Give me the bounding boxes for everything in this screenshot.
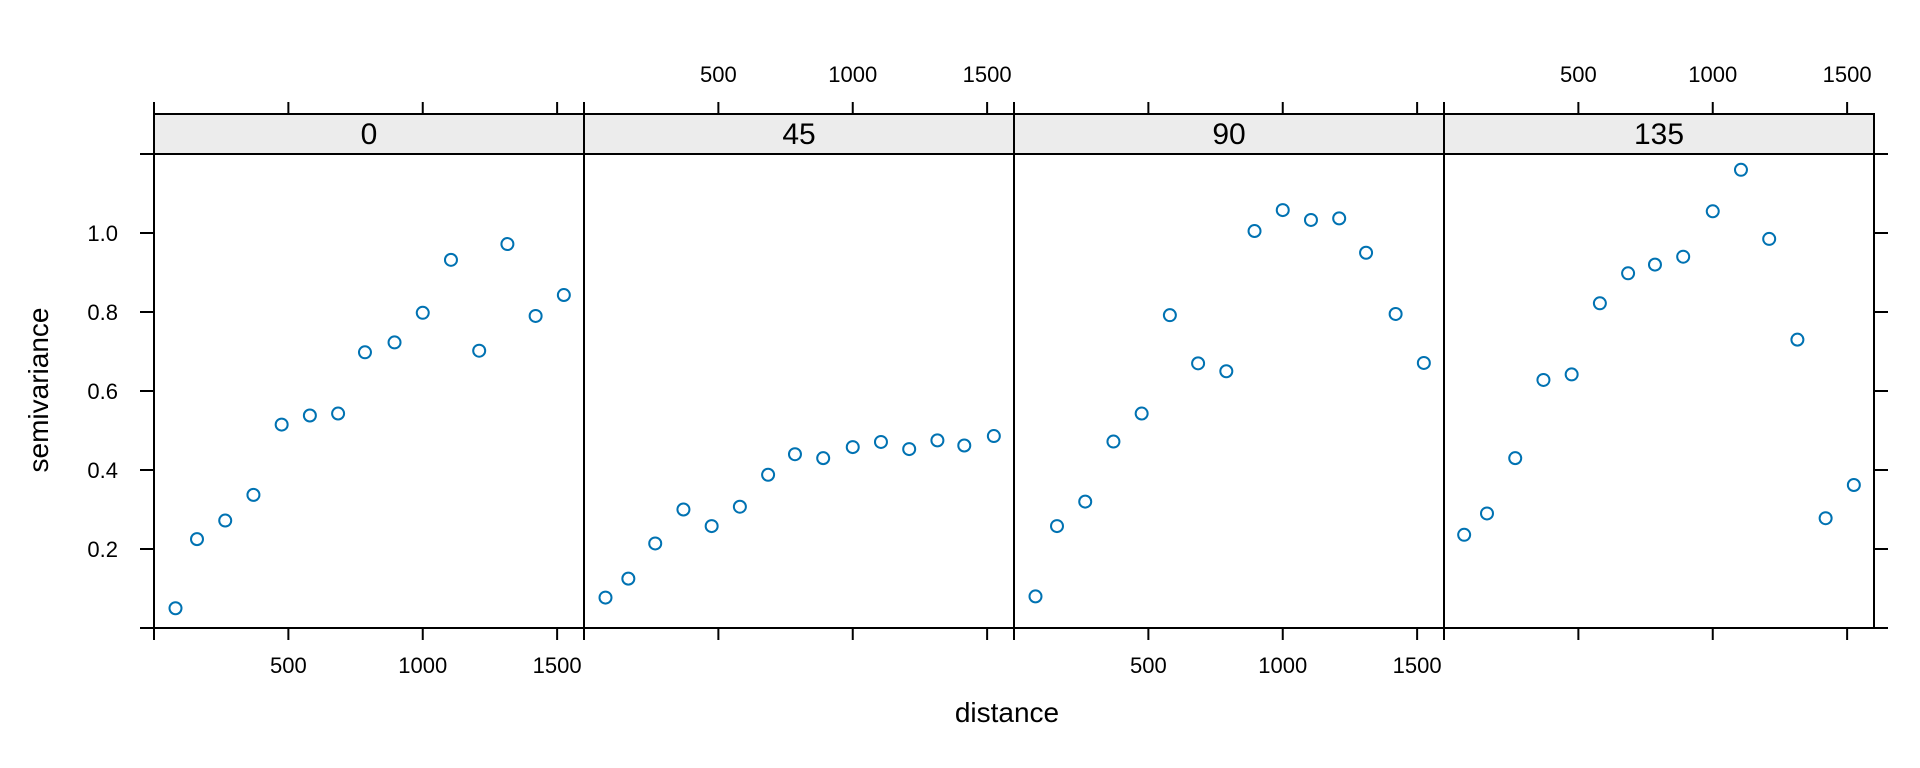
data-point	[556, 288, 571, 303]
strip-label: 0	[361, 118, 378, 151]
data-point	[621, 571, 636, 586]
data-point	[1564, 367, 1579, 382]
data-point	[443, 252, 458, 267]
data-point	[902, 442, 917, 457]
y-tick-label: 0.4	[87, 458, 118, 483]
x-tick-label: 500	[1560, 62, 1597, 87]
data-point	[1134, 406, 1149, 421]
strip-label: 135	[1634, 118, 1684, 151]
panel-frame	[1443, 153, 1875, 629]
data-point	[1480, 506, 1494, 521]
data-point	[500, 237, 515, 252]
data-point	[676, 502, 691, 517]
data-point	[1275, 203, 1290, 218]
data-point	[1818, 511, 1833, 526]
data-point	[357, 345, 372, 360]
x-tick-label: 1000	[1688, 62, 1737, 87]
y-tick-label: 0.6	[87, 379, 118, 404]
data-point	[415, 305, 430, 320]
x-tick-label: 500	[1130, 653, 1167, 678]
x-tick-label: 1000	[398, 653, 447, 678]
y-tick-label: 0.2	[87, 537, 118, 562]
data-point	[845, 440, 860, 455]
data-point	[787, 447, 802, 462]
data-point	[528, 308, 543, 323]
axes-group: 500 1000 1500 500 1000 1500 500 1000 1500 500 1000…	[87, 62, 1888, 678]
data-point	[1790, 332, 1805, 347]
y-axis-label: semivariance	[23, 308, 54, 473]
y-tick-label: 1.0	[87, 221, 118, 246]
data-point	[168, 601, 183, 616]
data-point	[761, 467, 776, 482]
data-point	[1846, 478, 1861, 493]
data-point	[1332, 211, 1347, 226]
data-point	[816, 451, 831, 466]
data-point	[1303, 212, 1318, 227]
data-point	[598, 590, 613, 605]
data-point	[1247, 224, 1262, 239]
data-point	[1592, 296, 1607, 311]
data-point	[1078, 494, 1093, 509]
panels-group: 0 45 90 135	[153, 113, 1875, 629]
data-point	[986, 429, 1001, 444]
panel-frame	[1013, 153, 1445, 629]
x-tick-label: 1500	[533, 653, 582, 678]
x-tick-label: 1500	[1393, 653, 1442, 678]
y-tick-label: 0.8	[87, 300, 118, 325]
panel-0: 0	[153, 113, 585, 629]
panel-90: 90	[1013, 113, 1445, 629]
data-point	[648, 536, 663, 551]
data-point	[1733, 162, 1748, 177]
data-point	[1536, 372, 1551, 387]
data-point	[1508, 451, 1523, 466]
data-point	[1457, 527, 1472, 542]
x-tick-label: 1500	[963, 62, 1012, 87]
data-point	[957, 438, 972, 453]
panel-135: 135	[1443, 113, 1875, 629]
data-point	[331, 406, 346, 421]
data-point	[732, 499, 747, 514]
data-point	[246, 487, 261, 502]
data-point	[704, 519, 719, 534]
data-point	[1191, 356, 1206, 371]
panel-frame	[153, 153, 585, 629]
data-point	[1162, 308, 1177, 323]
data-point	[1416, 355, 1431, 370]
strip-0	[153, 113, 585, 155]
x-tick-label: 500	[700, 62, 737, 87]
x-tick-label: 1500	[1823, 62, 1872, 87]
data-point	[1676, 249, 1691, 264]
data-point	[1359, 245, 1374, 260]
data-point	[472, 343, 487, 358]
data-point	[1621, 266, 1636, 281]
data-point	[190, 532, 204, 547]
x-tick-label: 1000	[828, 62, 877, 87]
strip-label: 45	[782, 118, 815, 151]
x-tick-label: 1000	[1258, 653, 1307, 678]
data-point	[1028, 589, 1043, 604]
strip-45	[583, 113, 1015, 155]
x-axis-label: distance	[955, 697, 1059, 728]
data-point	[873, 434, 888, 449]
data-point	[274, 417, 289, 432]
data-point	[387, 335, 402, 350]
panel-frame	[583, 153, 1015, 629]
data-point	[1219, 364, 1234, 379]
data-point	[1705, 204, 1720, 219]
data-point	[1762, 231, 1777, 246]
data-point	[1388, 306, 1403, 321]
data-point	[1106, 434, 1121, 449]
data-point	[930, 433, 945, 448]
data-point	[1647, 257, 1662, 272]
strip-135	[1443, 113, 1875, 155]
panel-45: 45	[583, 113, 1015, 629]
data-point	[302, 408, 317, 423]
strip-label: 90	[1212, 118, 1245, 151]
data-point	[1050, 519, 1064, 534]
data-point	[218, 513, 233, 528]
x-tick-label: 500	[270, 653, 307, 678]
